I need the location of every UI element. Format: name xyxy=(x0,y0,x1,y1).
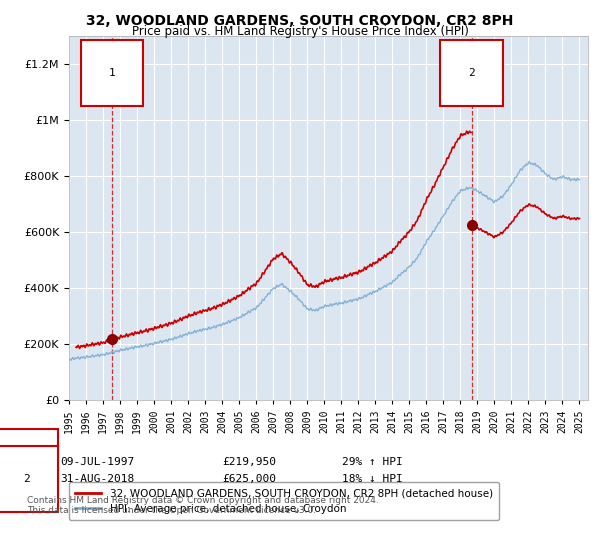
Text: 18% ↓ HPI: 18% ↓ HPI xyxy=(342,474,403,484)
Text: 2: 2 xyxy=(23,474,31,484)
Text: £625,000: £625,000 xyxy=(222,474,276,484)
Text: 29% ↑ HPI: 29% ↑ HPI xyxy=(342,457,403,467)
Legend: 32, WOODLAND GARDENS, SOUTH CROYDON, CR2 8PH (detached house), HPI: Average pric: 32, WOODLAND GARDENS, SOUTH CROYDON, CR2… xyxy=(69,482,499,520)
Text: 2: 2 xyxy=(468,68,475,78)
Text: 1: 1 xyxy=(109,68,115,78)
Text: 09-JUL-1997: 09-JUL-1997 xyxy=(60,457,134,467)
Text: 32, WOODLAND GARDENS, SOUTH CROYDON, CR2 8PH: 32, WOODLAND GARDENS, SOUTH CROYDON, CR2… xyxy=(86,14,514,28)
Text: Contains HM Land Registry data © Crown copyright and database right 2024.
This d: Contains HM Land Registry data © Crown c… xyxy=(27,496,379,515)
Text: Price paid vs. HM Land Registry's House Price Index (HPI): Price paid vs. HM Land Registry's House … xyxy=(131,25,469,38)
Text: £219,950: £219,950 xyxy=(222,457,276,467)
Text: 31-AUG-2018: 31-AUG-2018 xyxy=(60,474,134,484)
Text: 1: 1 xyxy=(23,457,31,467)
